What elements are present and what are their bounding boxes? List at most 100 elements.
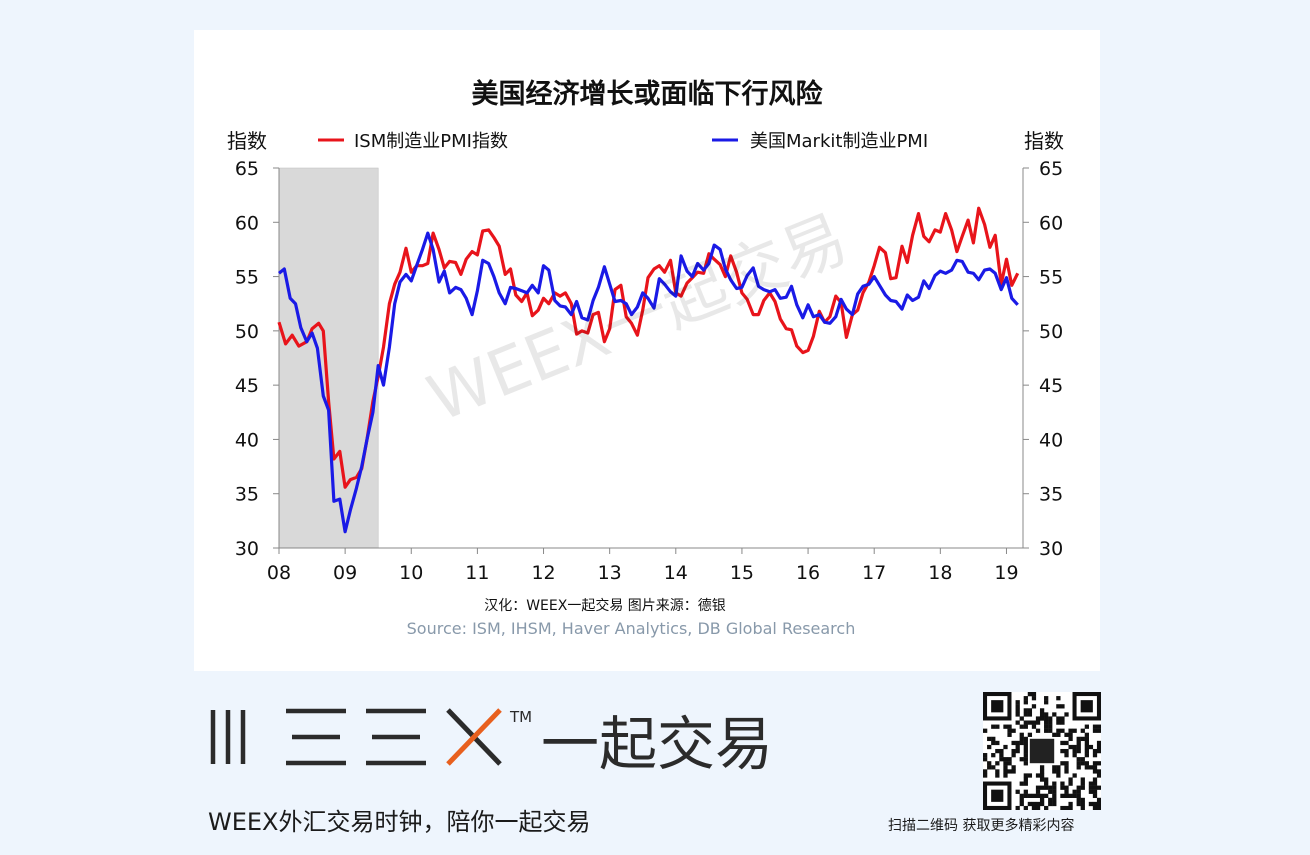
qr-module — [1003, 765, 1008, 770]
qr-finder-inner — [991, 789, 1004, 802]
qr-module — [1044, 785, 1049, 790]
qr-module — [1023, 700, 1028, 705]
qr-module — [1003, 757, 1008, 762]
qr-module — [1031, 704, 1037, 709]
qr-module — [1072, 748, 1077, 754]
qr-module — [995, 761, 1000, 766]
qr-module — [1039, 712, 1045, 717]
qr-module — [1080, 736, 1085, 742]
qr-module — [1031, 720, 1037, 725]
qr-module — [1044, 712, 1049, 717]
y-tick-label-right: 30 — [1039, 538, 1063, 560]
qr-module — [1044, 720, 1049, 725]
qr-module — [1027, 793, 1033, 798]
qr-code-image — [983, 692, 1102, 811]
x-tick-label: 09 — [333, 562, 357, 584]
qr-module — [1088, 765, 1094, 770]
qr-module — [1044, 777, 1049, 782]
qr-module — [1023, 773, 1028, 778]
qr-module — [1092, 789, 1098, 794]
qr-module — [1023, 777, 1028, 782]
qr-module — [1011, 728, 1016, 733]
qr-module — [1088, 789, 1094, 794]
brand-logo-text: 一起交易 — [541, 710, 773, 778]
qr-module — [1076, 789, 1081, 794]
trademark-mark: TM — [509, 708, 532, 726]
qr-module — [1076, 761, 1081, 766]
legend: ISM制造业PMI指数 美国Markit制造业PMI — [318, 131, 928, 152]
qr-module — [1052, 781, 1057, 786]
qr-module — [1048, 716, 1053, 721]
qr-module — [1015, 744, 1020, 750]
qr-module — [1044, 781, 1049, 786]
qr-module — [983, 773, 988, 778]
qr-module — [1003, 744, 1008, 750]
y-tick-label-left: 40 — [235, 429, 259, 451]
qr-module — [1052, 801, 1057, 807]
qr-module — [1096, 748, 1102, 754]
qr-module — [1060, 793, 1065, 798]
qr-module — [1064, 805, 1069, 811]
qr-module — [1076, 793, 1081, 798]
qr-module — [1068, 744, 1073, 750]
qr-module — [1068, 736, 1073, 742]
qr-module — [1039, 708, 1045, 713]
qr-module — [1080, 761, 1085, 766]
x-tick-label: 16 — [796, 562, 820, 584]
qr-module — [1080, 805, 1085, 811]
qr-module — [1023, 748, 1028, 754]
qr-module — [1096, 740, 1102, 746]
qr-module — [1084, 724, 1089, 729]
qr-module — [1015, 740, 1020, 746]
qr-module — [1048, 797, 1053, 803]
qr-module — [1039, 801, 1045, 807]
qr-module — [1056, 720, 1061, 725]
qr-module — [1064, 732, 1069, 737]
qr-module — [1072, 789, 1077, 794]
qr-module — [1007, 769, 1012, 774]
qr-module — [1096, 773, 1102, 778]
qr-module — [1096, 761, 1102, 766]
qr-module — [991, 740, 996, 746]
qr-module — [1056, 696, 1061, 701]
qr-module — [1052, 793, 1057, 798]
y-tick-label-left: 65 — [235, 158, 259, 180]
qr-module — [995, 769, 1000, 774]
qr-module — [1064, 748, 1069, 754]
qr-module — [1096, 744, 1102, 750]
qr-module — [1096, 769, 1102, 774]
qr-module — [1060, 704, 1065, 709]
qr-module — [1023, 757, 1028, 762]
qr-module — [1031, 724, 1037, 729]
qr-module — [1064, 740, 1069, 746]
qr-module — [1023, 744, 1028, 750]
qr-module — [1096, 728, 1102, 733]
credit-line: 汉化：WEEX一起交易 图片来源：德银 — [484, 597, 726, 614]
qr-module — [1044, 793, 1049, 798]
qr-code[interactable] — [983, 692, 1102, 811]
qr-module — [995, 773, 1000, 778]
x-tick-label: 13 — [598, 562, 622, 584]
qr-module — [1048, 789, 1053, 794]
qr-module — [1056, 765, 1061, 770]
qr-module — [1035, 789, 1041, 794]
qr-module — [1023, 805, 1028, 811]
brand-logo: TM 一起交易 — [208, 698, 798, 782]
qr-module — [1027, 712, 1033, 717]
qr-module — [1027, 773, 1033, 778]
slogan: WEEX外汇交易时钟，陪你一起交易 — [208, 808, 591, 836]
qr-module — [1039, 716, 1045, 721]
chart-title: 美国经济增长或面临下行风险 — [472, 78, 824, 110]
qr-module — [1031, 692, 1037, 697]
qr-module — [1048, 801, 1053, 807]
qr-module — [1064, 712, 1069, 717]
qr-module — [1068, 793, 1073, 798]
qr-module — [987, 736, 992, 742]
qr-module — [1064, 789, 1069, 794]
y-tick-label-right: 60 — [1039, 212, 1063, 234]
qr-module — [1056, 716, 1061, 721]
qr-module — [999, 757, 1004, 762]
chart-canvas: 美国经济增长或面临下行风险 指数 指数 ISM制造业PMI指数 美国Markit… — [227, 78, 1064, 638]
qr-module — [1052, 797, 1057, 803]
qr-module — [1023, 761, 1028, 766]
